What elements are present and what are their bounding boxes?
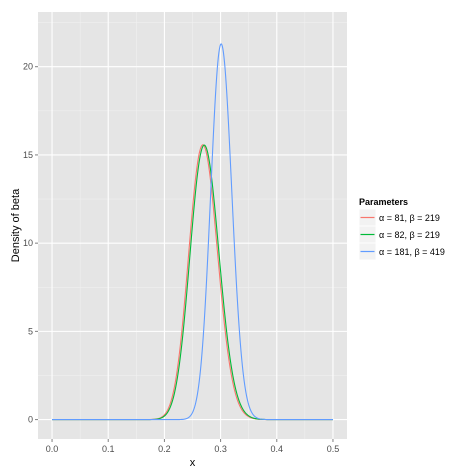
x-tick-label: 0.3	[214, 444, 227, 454]
legend: Parameters α = 81, β = 219 α = 82, β = 21…	[358, 197, 445, 261]
x-axis-title: x	[190, 457, 196, 469]
y-tick-label: 20	[23, 62, 33, 72]
y-axis-title: Density of beta	[10, 188, 22, 262]
x-tick-label: 0.1	[102, 444, 115, 454]
legend-label: α = 181, β = 419	[379, 247, 445, 257]
legend-label: α = 81, β = 219	[379, 213, 440, 223]
y-axis-ticks: 0 5 10 15 20	[23, 62, 38, 425]
x-tick-label: 0.4	[271, 444, 284, 454]
legend-label: α = 82, β = 219	[379, 230, 440, 240]
major-grid	[38, 12, 347, 439]
density-curves	[52, 43, 333, 421]
x-tick-label: 0.0	[46, 444, 59, 454]
series-line	[52, 43, 333, 421]
y-tick-label: 0	[28, 415, 33, 425]
x-tick-label: 0.2	[158, 444, 171, 454]
y-tick-label: 5	[28, 326, 33, 336]
x-axis-ticks: 0.0 0.1 0.2 0.3 0.4 0.5	[46, 439, 339, 454]
legend-title: Parameters	[359, 197, 408, 207]
y-tick-label: 10	[23, 238, 33, 248]
y-tick-label: 15	[23, 150, 33, 160]
legend-items: α = 81, β = 219 α = 82, β = 219 α = 181, β…	[358, 208, 445, 261]
x-tick-label: 0.5	[327, 444, 340, 454]
